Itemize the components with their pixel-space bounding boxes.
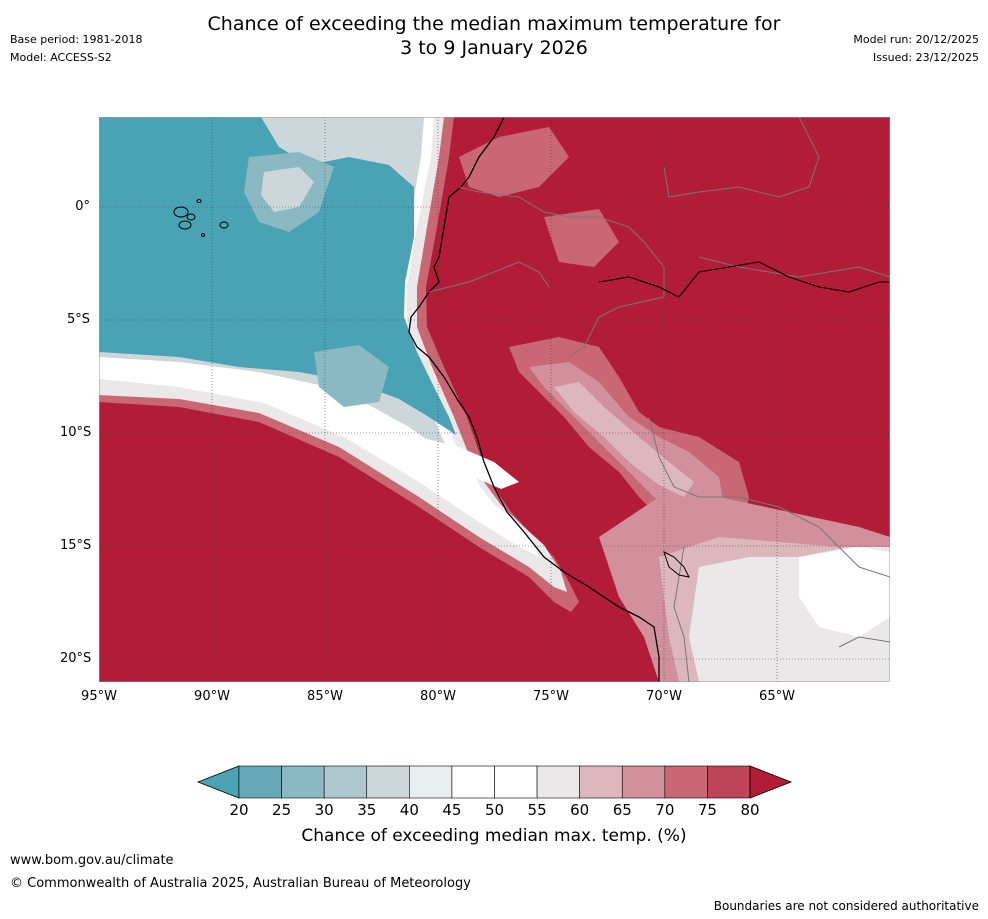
colorbar-bin: [323, 765, 368, 799]
north-inland-patch-2: [544, 209, 619, 267]
colorbar-bin: [664, 765, 708, 799]
boundary-disclaimer: Boundaries are not considered authoritat…: [713, 899, 979, 913]
colorbar-bin: [238, 765, 282, 799]
colorbar-tick-label: 35: [357, 801, 377, 819]
colorbar-tick-label: 40: [399, 801, 419, 819]
colorbar-tick-label: 55: [527, 801, 547, 819]
galapagos-islands: [173, 199, 229, 237]
lon-label-65w: 65°W: [759, 689, 795, 704]
graticule: [99, 117, 890, 682]
colorbar-bin: [494, 765, 538, 799]
colorbar-bin: [536, 765, 580, 799]
colorbar-bin: [281, 765, 325, 799]
ocean-cool-patch-south: [314, 345, 389, 407]
forecast-map: [99, 117, 890, 682]
lat-label-5s: 5°S: [66, 312, 90, 327]
meta-left: Base period: 1981-2018 Model: ACCESS-S2: [10, 31, 142, 67]
colorbar-below-triangle: [196, 765, 240, 799]
colorbar-tick-label: 80: [740, 801, 760, 819]
model-run: Model run: 20/12/2025: [853, 33, 979, 46]
title-line-1: Chance of exceeding the median maximum t…: [207, 13, 781, 35]
colorbar-tick-label: 30: [314, 801, 334, 819]
meta-right: Model run: 20/12/2025 Issued: 23/12/2025: [853, 31, 979, 67]
title-line-2: 3 to 9 January 2026: [400, 37, 588, 59]
lon-label-80w: 80°W: [420, 689, 456, 704]
ocean-white-streak: [419, 437, 519, 489]
model-name: Model: ACCESS-S2: [10, 51, 112, 64]
lake-titicaca: [663, 551, 690, 578]
colorbar: [196, 765, 793, 799]
colorbar-bin: [707, 765, 751, 799]
colorbar-tick-label: 65: [612, 801, 632, 819]
coastline: [408, 117, 660, 682]
colorbar-tick-label: 20: [229, 801, 249, 819]
amazon-river: [598, 261, 890, 298]
lon-label-85w: 85°W: [307, 689, 343, 704]
chart-title: Chance of exceeding the median maximum t…: [0, 12, 988, 60]
lat-label-0: 0°: [75, 199, 90, 214]
colorbar-tick-label: 45: [442, 801, 462, 819]
colorbar-tick-label: 50: [484, 801, 505, 819]
inland-patch-3: [554, 382, 694, 497]
lat-label-10s: 10°S: [60, 425, 92, 440]
lon-label-70w: 70°W: [646, 689, 682, 704]
colorbar-bin: [409, 765, 453, 799]
lat-label-15s: 15°S: [60, 538, 92, 553]
map-frame: [99, 117, 890, 682]
lon-label-90w: 90°W: [194, 689, 230, 704]
colorbar-bin: [366, 765, 410, 799]
colorbar-tick-label: 75: [697, 801, 717, 819]
colorbar-above-triangle: [749, 765, 793, 799]
lat-label-20s: 20°S: [60, 651, 92, 666]
colorbar-bin: [451, 765, 495, 799]
colorbar-title: Chance of exceeding median max. temp. (%…: [301, 826, 687, 846]
base-period: Base period: 1981-2018: [10, 33, 143, 46]
website-link[interactable]: www.bom.gov.au/climate: [10, 853, 174, 868]
ocean-cool-patch-north-inner: [261, 167, 314, 212]
lon-label-75w: 75°W: [533, 689, 569, 704]
issued-date: Issued: 23/12/2025: [872, 51, 979, 64]
lon-label-95w: 95°W: [81, 689, 117, 704]
colorbar-bin: [621, 765, 666, 799]
colorbar-tick-label: 60: [570, 801, 590, 819]
colorbar-bin: [579, 765, 623, 799]
colorbar-tick-label: 25: [272, 801, 292, 819]
north-inland-patch: [459, 127, 569, 197]
colorbar-tick-label: 70: [655, 801, 675, 819]
country-borders: [428, 117, 890, 682]
copyright-text: © Commonwealth of Australia 2025, Austra…: [10, 876, 471, 891]
